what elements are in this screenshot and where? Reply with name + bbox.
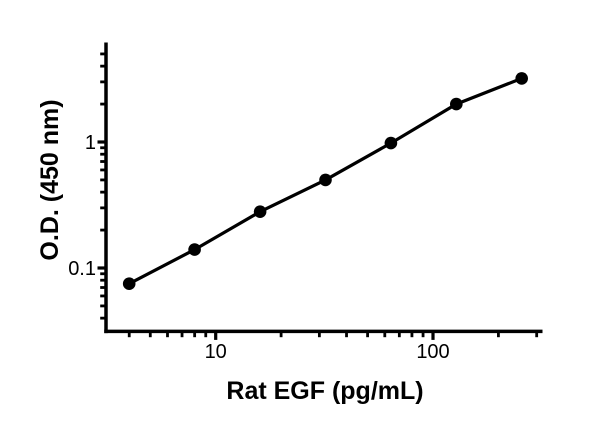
tick-labels: 10 100 1 0.1 [68, 132, 450, 363]
y-tick-label: 0.1 [68, 258, 96, 280]
data-point [188, 243, 201, 256]
x-axis-title: Rat EGF (pg/mL) [226, 377, 423, 405]
x-tick-label: 10 [205, 341, 227, 363]
x-tick-label: 100 [416, 341, 449, 363]
data-point [319, 173, 332, 187]
axes [97, 42, 543, 340]
data-point [122, 277, 136, 291]
y-axis-title: O.D. (450 nm) [36, 99, 64, 260]
data-point [450, 97, 463, 111]
data-point [253, 205, 267, 218]
plot-series [122, 72, 528, 291]
data-point [384, 136, 398, 150]
data-point [515, 72, 528, 85]
y-tick-label: 1 [85, 132, 96, 154]
